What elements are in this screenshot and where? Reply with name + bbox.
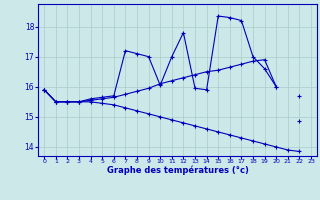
X-axis label: Graphe des températures (°c): Graphe des températures (°c): [107, 166, 249, 175]
